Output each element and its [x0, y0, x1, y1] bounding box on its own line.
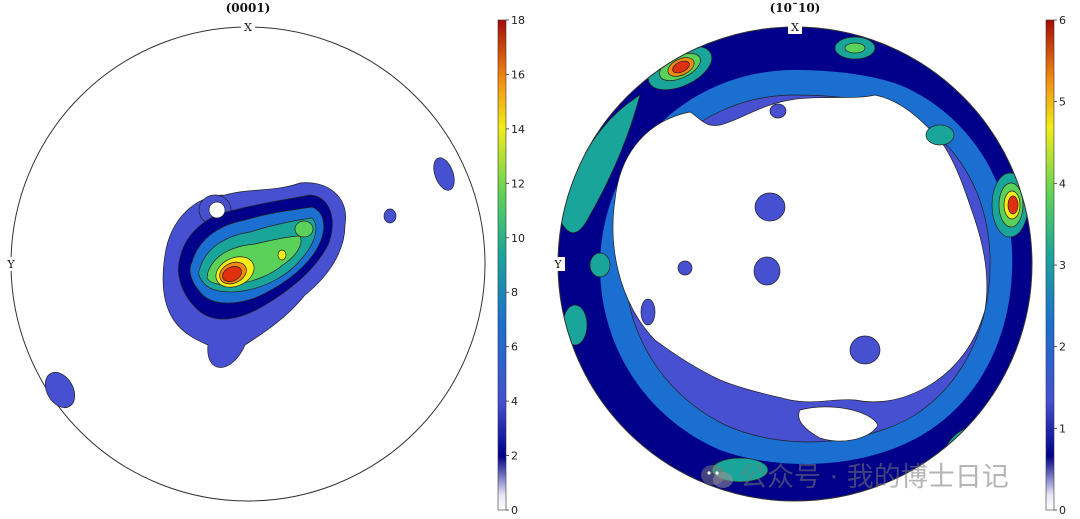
- axis-label-y-right: Y: [553, 258, 562, 271]
- colorbar-tick-label: 10: [511, 232, 525, 245]
- colorbar-tick-label: 2: [511, 450, 518, 463]
- chart-title-left: (0001): [226, 1, 271, 15]
- colorbar-right: 0 1 2 3 4 5 6: [1045, 14, 1066, 517]
- colorbar-tick-label: 4: [1059, 177, 1066, 190]
- colorbar-tick-label: 4: [511, 395, 518, 408]
- axis-label-x-left: X: [244, 21, 252, 34]
- colorbar-tick-label: 6: [511, 341, 518, 354]
- colorbar-tick-label: 0: [511, 504, 518, 517]
- pole-figure-0001: (0001) X Y: [4, 1, 486, 502]
- chart-title-right: (10¯10): [770, 1, 821, 15]
- watermark: 公众号 · 我的博士日记: [700, 455, 1009, 494]
- pole-figure-10-10: (10¯10): [551, 1, 1033, 502]
- watermark-text: 公众号 · 我的博士日记: [740, 462, 1009, 493]
- wechat-icon: [701, 465, 733, 488]
- colorbar-tick-label: 0: [1059, 504, 1066, 517]
- colorbar-tick-label: 1: [1059, 422, 1066, 435]
- colorbar-tick-label: 18: [511, 14, 525, 27]
- contours-left: [44, 157, 455, 409]
- colorbar-tick-label: 6: [1059, 14, 1066, 27]
- colorbar-tick-label: 8: [511, 286, 518, 299]
- colorbar-tick-label: 12: [511, 177, 525, 190]
- colorbar-tick-label: 2: [1059, 341, 1066, 354]
- colorbar-left: 0 2 4 6 8 10 12 14 16 18: [497, 14, 525, 517]
- axis-label-y-left: Y: [6, 258, 15, 271]
- axis-label-x-right: X: [791, 21, 799, 34]
- colorbar-tick-label: 3: [1059, 259, 1066, 272]
- colorbar-tick-label: 16: [511, 68, 525, 81]
- colorbar-tick-label: 5: [1059, 96, 1066, 109]
- colorbar-tick-label: 14: [511, 123, 525, 136]
